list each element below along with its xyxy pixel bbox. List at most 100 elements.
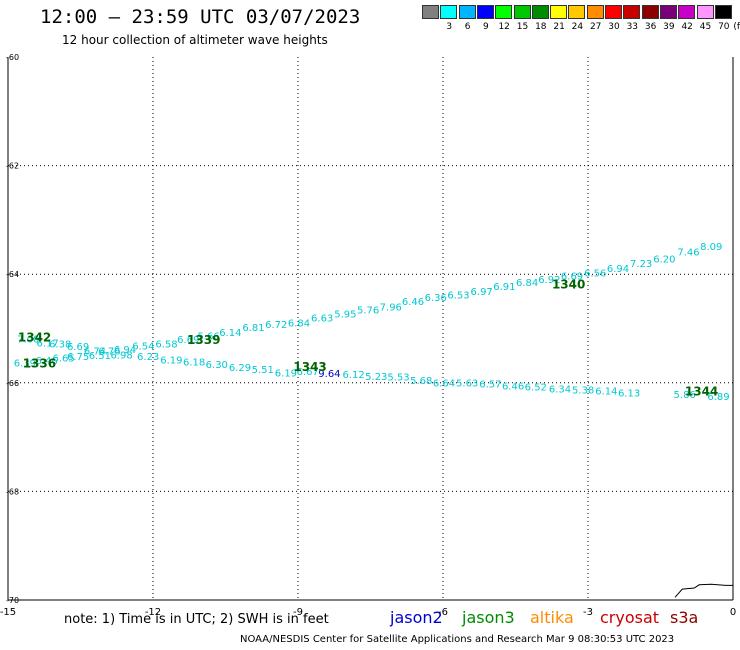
upper-track-point: 6.92 (538, 275, 560, 286)
legend-swatch (678, 5, 696, 19)
axes: -15 -12 -9 -6 -3 0 -70 -68 -66 -64 -62 -60 (0, 53, 736, 618)
grid (8, 57, 733, 600)
lower-track-point: 5.51 (252, 365, 274, 376)
legend-label: 21 (553, 22, 565, 32)
legend-label: 30 (608, 22, 620, 32)
legend-label: 33 (626, 22, 639, 32)
upper-track-point: 6.56 (584, 268, 606, 279)
upper-track-point: 6.53 (447, 291, 469, 302)
footer-credit: NOAA/NESDIS Center for Satellite Applica… (240, 634, 675, 645)
lower-track-point: 6.46 (36, 356, 58, 367)
upper-track-point: 6.97 (471, 287, 493, 298)
lower-track-point: 6.57 (479, 380, 501, 391)
lower-track-point: 6.39 (14, 359, 36, 370)
upper-track-point: 7.23 (630, 259, 652, 270)
legend-label: 18 (535, 22, 547, 32)
legend-swatch (531, 5, 549, 19)
legend-swatch (513, 5, 531, 19)
x-tick-label: -15 (0, 607, 16, 618)
upper-track-point: 6.54 (132, 342, 154, 353)
y-tick-label: -64 (6, 270, 19, 279)
lower-track-point: 6.46 (502, 381, 524, 392)
lower-track-point: 6.67 (297, 367, 319, 378)
lower-track-point: 6.65 (52, 354, 74, 365)
y-tick-label: -68 (6, 487, 19, 496)
lower-track-point: 5.86 (674, 390, 696, 401)
legend-swatch (568, 5, 586, 19)
upper-track-point: 6.76 (98, 347, 120, 358)
lower-track-point: 6.89 (707, 392, 729, 403)
legend-swatch (714, 5, 732, 19)
legend-label: 15 (516, 22, 529, 32)
lower-track-point: 6.29 (229, 363, 251, 374)
upper-track-point: 6.14 (219, 328, 241, 339)
upper-track-point: 6.74 (84, 347, 106, 358)
upper-track-point: 6.72 (265, 320, 287, 331)
legend-label: 6 (464, 22, 471, 32)
upper-track-point: 6.84 (516, 278, 538, 289)
chart-subtitle: 12 hour collection of altimeter wave hei… (62, 33, 328, 47)
pass-time-label: 1339 (187, 333, 220, 347)
upper-track-point: 5.76 (357, 305, 379, 316)
lower-track-point: 6.75 (67, 352, 89, 363)
x-tick-label: -6 (438, 607, 448, 618)
upper-track-point: 7.46 (677, 248, 699, 259)
lower-track-point: 5.23 (365, 372, 387, 383)
lower-track-point: 5.38 (572, 386, 594, 397)
upper-track-point: 6.91 (493, 282, 515, 293)
upper-track-point: 5.66 (197, 331, 219, 342)
lower-track-point: 6.52 (525, 382, 547, 393)
satellite-cryosat: cryosat (600, 608, 660, 627)
upper-track-point: 6.20 (653, 254, 675, 265)
upper-track-point: 8.09 (700, 242, 722, 253)
legend-swatch (550, 5, 568, 19)
lower-track-point: 6.34 (549, 385, 571, 396)
legend-swatch (458, 5, 476, 19)
upper-track-point: 6.17 (37, 338, 59, 349)
lower-track-point: 6.51 (89, 351, 111, 362)
lower-track-point: 6.30 (206, 360, 228, 371)
coastline-path (674, 583, 733, 598)
lower-track-point: 6.18 (183, 357, 205, 368)
lower-track-point: 5.68 (410, 376, 432, 387)
y-tick-label: -66 (6, 379, 19, 388)
legend-swatch (586, 5, 604, 19)
legend-label: 45 (699, 22, 712, 32)
lower-track-point: 6.14 (595, 387, 617, 398)
upper-track-point: 6.63 (311, 313, 333, 324)
upper-track-point: 6.94 (114, 345, 136, 356)
upper-track-point: 6.69 (177, 335, 199, 346)
lower-track-point: 5.53 (387, 373, 409, 384)
upper-track-point: 6.36 (425, 293, 447, 304)
satellite-jason2: jason2 (390, 608, 443, 627)
y-tick-label: -62 (6, 162, 19, 171)
legend-label: 3 (446, 22, 453, 32)
y-tick-label: -60 (6, 53, 19, 62)
lower-track-point: 6.19 (275, 368, 297, 379)
x-tick-label: -9 (293, 607, 303, 618)
pass-time-labels: 1342 1339 1340 1336 1343 1344 (18, 277, 718, 398)
upper-track-point: 6.94 (607, 264, 629, 275)
legend-swatch (495, 5, 513, 19)
wave-height-points: 7.006.176.386.696.746.766.946.54 6.58 6.69… (14, 242, 730, 403)
x-tick-label: 0 (730, 607, 736, 618)
legend-label: 12 (498, 22, 510, 32)
lower-track-point: 9.64 (318, 369, 340, 380)
y-tick-label: -70 (6, 596, 19, 605)
upper-track-point: 6.69 (67, 342, 89, 353)
legend-swatch (605, 5, 622, 19)
legend-label: 42 (681, 22, 693, 32)
legend-unit: (ft) (733, 22, 740, 32)
x-tick-label: -3 (583, 607, 593, 618)
lower-track-point: 6.12 (342, 370, 364, 381)
satellite-jason3: jason3 (462, 608, 515, 627)
legend-label: 36 (644, 22, 657, 32)
satellite-altika: altika (530, 608, 574, 627)
upper-track-point: 7.96 (380, 303, 402, 314)
lower-track-point: 6.13 (618, 388, 640, 399)
x-tick-label: -12 (145, 607, 161, 618)
upper-track-point: 6.81 (242, 323, 264, 334)
legend-swatch (696, 5, 714, 19)
upper-track-point: 6.46 (402, 297, 424, 308)
upper-track-point: 5.95 (334, 310, 356, 321)
